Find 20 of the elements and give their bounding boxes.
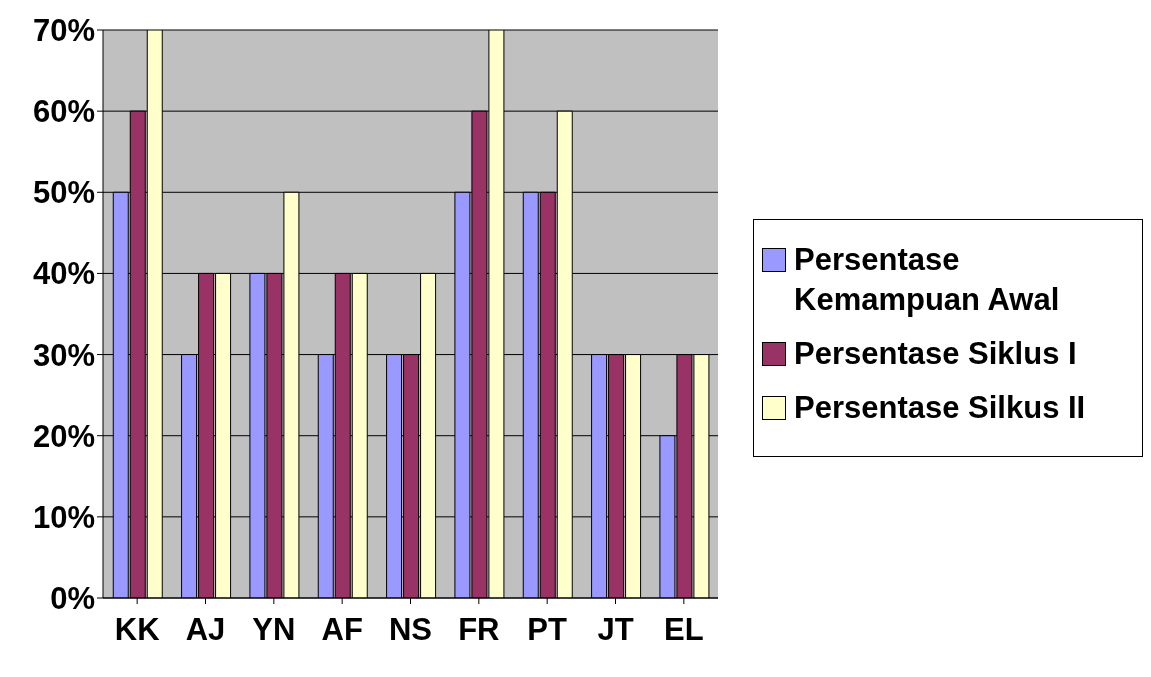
x-tick-label: FR xyxy=(458,612,500,648)
x-tick-label: PT xyxy=(527,612,568,648)
y-tick-label: 30% xyxy=(32,337,95,373)
y-tick-label: 0% xyxy=(50,581,95,617)
x-tick-label: YN xyxy=(252,612,296,648)
y-tick-label: 20% xyxy=(32,418,95,454)
legend-label: Persentase Silkus II xyxy=(794,389,1086,427)
x-tick-label: EL xyxy=(664,612,704,648)
legend-label: Persentase Siklus I xyxy=(794,335,1077,373)
x-tick-label: JT xyxy=(597,612,634,648)
x-tick-label: KK xyxy=(114,612,161,648)
x-tick-label: NS xyxy=(388,612,433,648)
legend-label: Persentase Kemampuan Awal xyxy=(794,241,1061,319)
x-tick-label: AF xyxy=(321,612,363,648)
y-tick-label: 60% xyxy=(32,94,95,130)
y-tick-label: 70% xyxy=(32,13,95,49)
y-tick-label: 10% xyxy=(32,499,95,535)
y-tick-label: 50% xyxy=(32,175,95,211)
y-tick-label: 40% xyxy=(32,256,95,292)
x-tick-label: AJ xyxy=(185,612,226,648)
